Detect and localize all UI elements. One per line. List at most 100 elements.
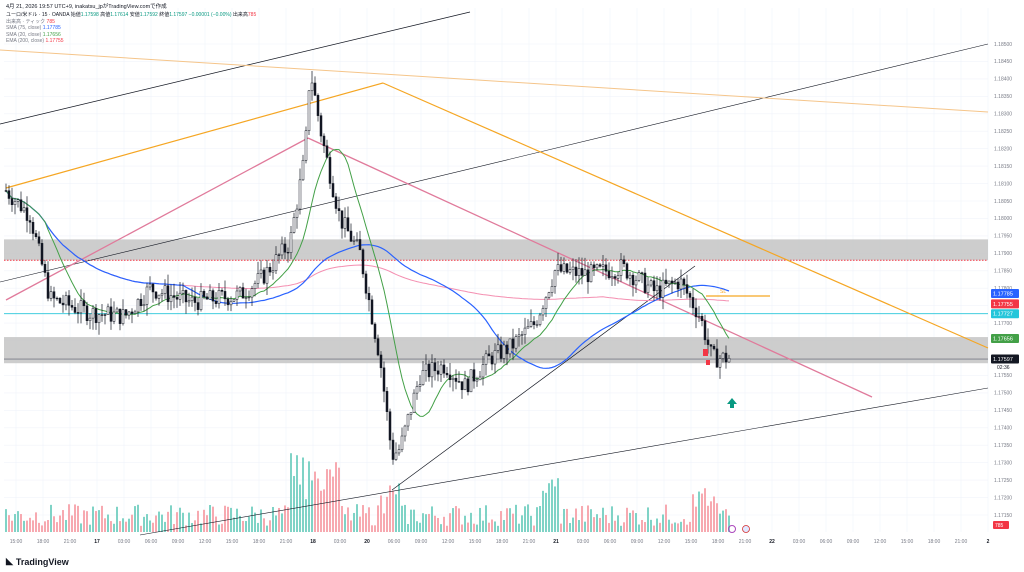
candle-body — [370, 299, 374, 325]
volume-bar — [227, 506, 229, 532]
volume-bar — [422, 513, 424, 532]
volume-bar — [506, 508, 508, 532]
rising-support — [391, 265, 696, 491]
candle-body — [592, 264, 596, 269]
candle-body — [268, 266, 272, 273]
candle-body — [22, 207, 26, 212]
volume-bar — [188, 512, 190, 532]
volume-bar — [605, 514, 607, 532]
price-tick: 1.17300 — [994, 460, 1012, 466]
candle-body — [424, 363, 428, 371]
candle-body — [382, 367, 386, 392]
volume-bar — [245, 521, 247, 532]
candle-body — [667, 280, 671, 284]
clock-icon — [728, 525, 736, 533]
candle-body — [13, 201, 17, 205]
volume-bar — [476, 524, 478, 532]
time-tick: 09:00 — [172, 539, 185, 545]
candle-body — [547, 292, 551, 298]
price-label: 1.17755 — [993, 302, 1013, 308]
candle-body — [514, 336, 518, 349]
candle-body — [298, 179, 302, 210]
candle-body — [313, 82, 317, 96]
volume-bar — [458, 508, 460, 532]
volume-bar — [626, 507, 628, 532]
candle-body — [397, 449, 401, 454]
volume-bar — [389, 485, 391, 532]
candle-body — [193, 296, 197, 303]
volume-bar — [47, 520, 49, 532]
volume-bar — [497, 525, 499, 532]
volume-bar — [584, 521, 586, 532]
candle-body — [727, 357, 731, 363]
price-label-bg — [991, 288, 1019, 298]
flag-us-icon — [742, 525, 750, 533]
volume-bar — [311, 480, 313, 532]
volume-bar — [296, 455, 298, 532]
volume-value: 785 — [247, 12, 257, 18]
candle-body — [658, 285, 662, 298]
volume-bar — [431, 506, 433, 532]
volume-bar — [617, 515, 619, 532]
volume-bar — [275, 515, 277, 532]
candle-body — [409, 412, 413, 415]
price-tick: 1.17950 — [994, 234, 1012, 240]
candle-body — [430, 362, 434, 378]
volume-bar — [128, 518, 130, 532]
volume-bar — [281, 513, 283, 532]
candle-body — [7, 190, 11, 199]
volume-bar — [692, 494, 694, 532]
volume-bar — [611, 506, 613, 532]
candle-body — [499, 344, 503, 359]
author: inakatsu_jp — [74, 4, 103, 10]
volume-bar — [380, 495, 382, 532]
volume-bar — [563, 508, 565, 532]
candle-body — [196, 302, 200, 310]
price-tick: 1.17550 — [994, 373, 1012, 379]
candle-body — [274, 254, 278, 271]
volume-bar — [215, 516, 217, 532]
volume-bar — [377, 505, 379, 532]
volume-bar — [653, 525, 655, 532]
candle-body — [106, 306, 110, 315]
candle-body — [100, 314, 104, 316]
volume-bar — [707, 505, 709, 532]
volume-bar — [251, 506, 253, 532]
time-tick: 12:00 — [199, 539, 212, 545]
candle-body — [28, 220, 32, 223]
volume-bar — [629, 512, 631, 532]
volume-bar — [677, 523, 679, 532]
candle-body — [166, 285, 170, 303]
volume-bar — [50, 504, 52, 532]
volume-bar — [104, 518, 106, 532]
volume-bar — [374, 525, 376, 532]
candle-body — [475, 379, 479, 382]
candle-body — [508, 338, 512, 355]
candle-body — [685, 284, 689, 294]
time-tick: 03:00 — [118, 539, 131, 545]
volume-bar — [536, 507, 538, 532]
candle-body — [535, 324, 539, 326]
volume-bar — [512, 513, 514, 532]
candle-body — [673, 281, 677, 284]
volume-bar — [575, 508, 577, 532]
channel-mid — [0, 43, 989, 283]
legend-volume[interactable]: 出来高 · ティック 785 — [6, 18, 55, 25]
volume-bar — [353, 512, 355, 532]
volume-bar — [263, 518, 265, 532]
legend-sma20[interactable]: SMA (20, close) 1.17656 — [6, 31, 61, 38]
volume-bar — [320, 490, 322, 532]
volume-bar — [53, 516, 55, 532]
candle-body — [649, 280, 653, 286]
candle-body — [541, 308, 545, 316]
legend-ema200[interactable]: EMA (200, close) 1.17755 — [6, 38, 64, 44]
volume-bar — [83, 510, 85, 532]
candle-body — [550, 286, 554, 293]
volume-bar — [656, 518, 658, 532]
tradingview-logo[interactable]: ◣ TradingView — [6, 556, 69, 567]
legend-sma75[interactable]: SMA (75, close) 1.17785 — [6, 25, 61, 31]
volume-bar — [242, 520, 244, 532]
legend: ユーロ/米ドル · 15 · OANDA 始値1.17598 高値1.17614… — [6, 12, 256, 45]
candle-body — [565, 263, 569, 273]
